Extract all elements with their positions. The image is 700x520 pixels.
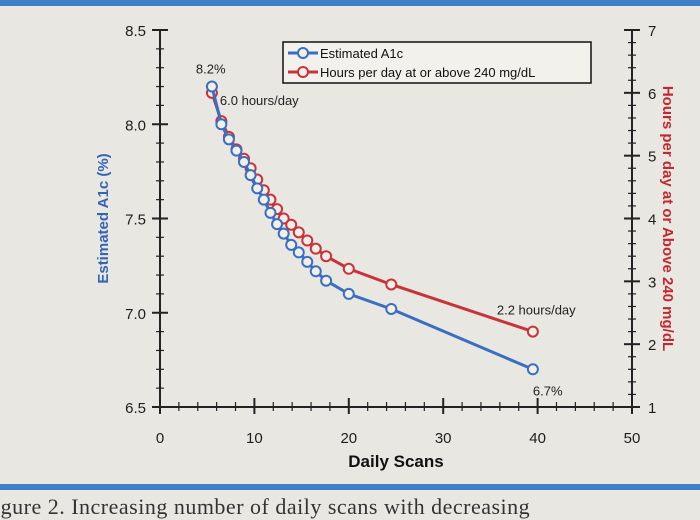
x-tick-label: 30 (435, 430, 452, 447)
a1c-data-point (277, 227, 290, 240)
left-y-tick-label: 8.5 (125, 23, 146, 40)
hours-data-point (342, 262, 355, 275)
left-y-tick-label: 8.0 (125, 117, 146, 134)
right-y-tick-label: 4 (648, 212, 656, 229)
right-y-axis-title: Hours per day at or Above 240 mg/dL (659, 86, 676, 351)
x-tick-label: 0 (156, 430, 164, 447)
data-annotation: 6.7% (533, 383, 563, 398)
left-y-tick-label: 7.5 (125, 212, 146, 229)
hours-data-point (292, 226, 305, 239)
bottom-rule (0, 484, 700, 490)
hours-data-point (526, 325, 539, 338)
dual-axis-line-chart: 0 10 20 30 40 50 6.5 7.0 7.5 8.0 8.5 1 2 3 4 5 6 7 Daily S… (95, 23, 676, 471)
data-annotation: 2.2 hours/day (497, 303, 576, 318)
figure-caption: igure 2. Increasing number of daily scan… (0, 494, 531, 519)
legend-swatch-marker (297, 66, 309, 78)
a1c-data-point (526, 363, 539, 376)
a1c-data-point (320, 274, 333, 287)
chart-series-group (205, 80, 539, 376)
chart-text-group: 0 10 20 30 40 50 6.5 7.0 7.5 8.0 8.5 1 2 3 4 5 6 7 Daily S… (95, 23, 676, 471)
hours-data-point (385, 278, 398, 291)
a1c-data-point (301, 255, 314, 268)
right-y-tick-label: 2 (648, 337, 656, 354)
a1c-data-point (244, 169, 257, 182)
a1c-data-point (257, 193, 270, 206)
a1c-data-point (264, 206, 277, 219)
a1c-data-point (385, 302, 398, 315)
a1c-data-point (285, 238, 298, 251)
hours-series-line (210, 92, 534, 334)
a1c-data-point (205, 80, 218, 93)
legend-label: Hours per day at or above 240 mg/dL (320, 65, 535, 80)
a1c-data-point (309, 265, 322, 278)
a1c-data-point (251, 182, 264, 195)
x-tick-label: 10 (246, 430, 263, 447)
a1c-data-point (238, 155, 251, 168)
right-y-tick-label: 6 (648, 86, 656, 103)
left-y-tick-label: 7.0 (125, 306, 146, 323)
right-y-tick-label: 7 (648, 23, 656, 40)
left-y-axis-title: Estimated A1c (%) (95, 153, 112, 283)
x-tick-label: 20 (340, 430, 357, 447)
right-y-tick-label: 5 (648, 149, 656, 166)
a1c-data-point (342, 287, 355, 300)
a1c-data-point (230, 144, 243, 157)
x-tick-label: 40 (529, 430, 546, 447)
legend-box (282, 41, 592, 84)
left-y-tick-label: 6.5 (125, 400, 146, 417)
data-annotation: 6.0 hours/day (220, 93, 299, 108)
x-axis-title: Daily Scans (348, 452, 443, 471)
a1c-data-point (215, 118, 228, 131)
chart-axes-group (152, 29, 640, 414)
x-tick-label: 50 (624, 430, 641, 447)
chart-legend: Estimated A1c Hours per day at or above 2… (282, 41, 592, 84)
a1c-data-point (222, 133, 235, 146)
a1c-data-point (271, 218, 284, 231)
right-y-tick-label: 1 (648, 400, 656, 417)
hours-data-point (301, 234, 314, 247)
a1c-series-line (210, 86, 534, 371)
hours-data-point (285, 218, 298, 231)
legend-label: Estimated A1c (320, 46, 404, 61)
a1c-data-point (292, 246, 305, 259)
hours-data-point (309, 242, 322, 255)
legend-swatch-marker (297, 47, 309, 59)
hours-data-point (320, 250, 333, 263)
data-annotation: 8.2% (196, 62, 226, 77)
right-y-tick-label: 3 (648, 274, 656, 291)
top-rule (0, 0, 700, 6)
